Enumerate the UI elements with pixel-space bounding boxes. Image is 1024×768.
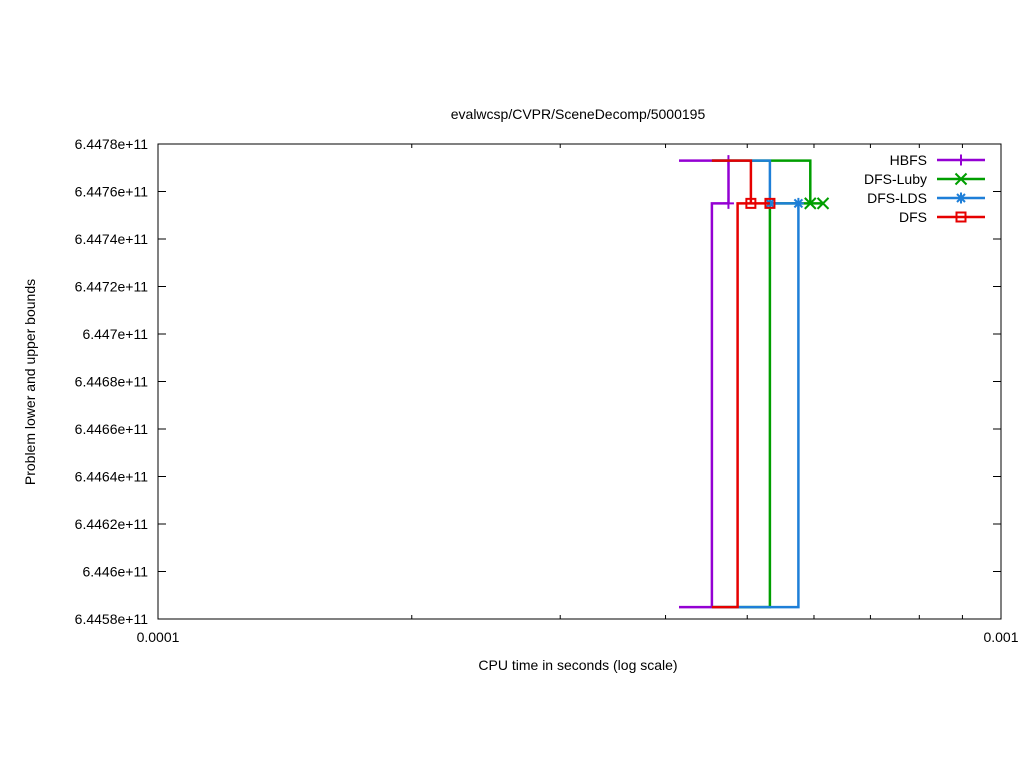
y-tick-label: 6.4462e+11 — [75, 516, 149, 532]
series-hbfs — [679, 155, 734, 609]
y-tick-label: 6.4474e+11 — [75, 231, 149, 247]
x-tick-label: 0.001 — [983, 629, 1018, 645]
legend-item-hbfs: HBFS — [890, 152, 985, 168]
legend-item-dfs-luby: DFS-Luby — [864, 171, 985, 187]
series-hbfs-upper-line — [679, 159, 730, 204]
series-dfs-luby-point — [816, 197, 830, 210]
y-tick-label: 6.4468e+11 — [75, 374, 149, 390]
plot-frame — [157, 143, 1002, 620]
series-dfs-luby-point — [804, 197, 817, 210]
legend: HBFS DFS-Luby DFS-LDS DFS — [864, 152, 985, 225]
legend-label: DFS-LDS — [867, 190, 927, 206]
series-hbfs-lower-line — [679, 202, 729, 609]
y-tick-label: 6.446e+11 — [82, 564, 148, 580]
series-dfs-lower-line — [711, 202, 770, 609]
series-dfs-lds-upper-line — [711, 159, 799, 205]
series-dfs-upper-line — [711, 159, 753, 204]
y-tick-label: 6.447e+11 — [82, 326, 148, 342]
series-layer — [679, 155, 830, 609]
series-dfs-luby — [711, 159, 830, 609]
y-tick-label: 6.4464e+11 — [75, 469, 149, 485]
series-dfs-lds-lower-line — [711, 202, 800, 609]
series-dfs-luby-upper-line — [711, 159, 812, 204]
y-tick-label: 6.4466e+11 — [75, 421, 149, 437]
legend-marker — [954, 172, 968, 186]
series-dfs-point — [764, 197, 776, 209]
series-hbfs-point — [722, 197, 734, 209]
legend-label: HBFS — [890, 152, 927, 168]
y-axis: 6.4458e+11 6.446e+11 6.4462e+11 6.4464e+11 6… — [75, 136, 1001, 627]
x-axis: 0.0001 0.001 — [137, 144, 1019, 645]
x-axis-title: CPU time in seconds (log scale) — [478, 657, 677, 673]
legend-item-dfs-lds: DFS-LDS — [867, 190, 985, 206]
series-dfs-luby-lower-line — [711, 202, 823, 609]
legend-marker — [955, 211, 967, 223]
x-tick-label: 0.0001 — [137, 629, 180, 645]
y-tick-label: 6.4478e+11 — [75, 136, 149, 152]
series-dfs-lds-point — [792, 197, 804, 209]
y-tick-label: 6.4472e+11 — [75, 279, 149, 295]
y-tick-label: 6.4458e+11 — [75, 611, 149, 627]
legend-label: DFS — [899, 209, 927, 225]
series-dfs — [711, 159, 776, 609]
legend-marker — [955, 154, 967, 166]
legend-label: DFS-Luby — [864, 171, 927, 187]
legend-marker — [955, 192, 967, 204]
series-dfs-point — [745, 197, 757, 209]
y-tick-label: 6.4476e+11 — [75, 184, 149, 200]
legend-item-dfs: DFS — [899, 209, 985, 225]
series-dfs-lds — [711, 159, 804, 609]
y-axis-title: Problem lower and upper bounds — [22, 279, 38, 485]
chart-title: evalwcsp/CVPR/SceneDecomp/5000195 — [451, 106, 706, 122]
